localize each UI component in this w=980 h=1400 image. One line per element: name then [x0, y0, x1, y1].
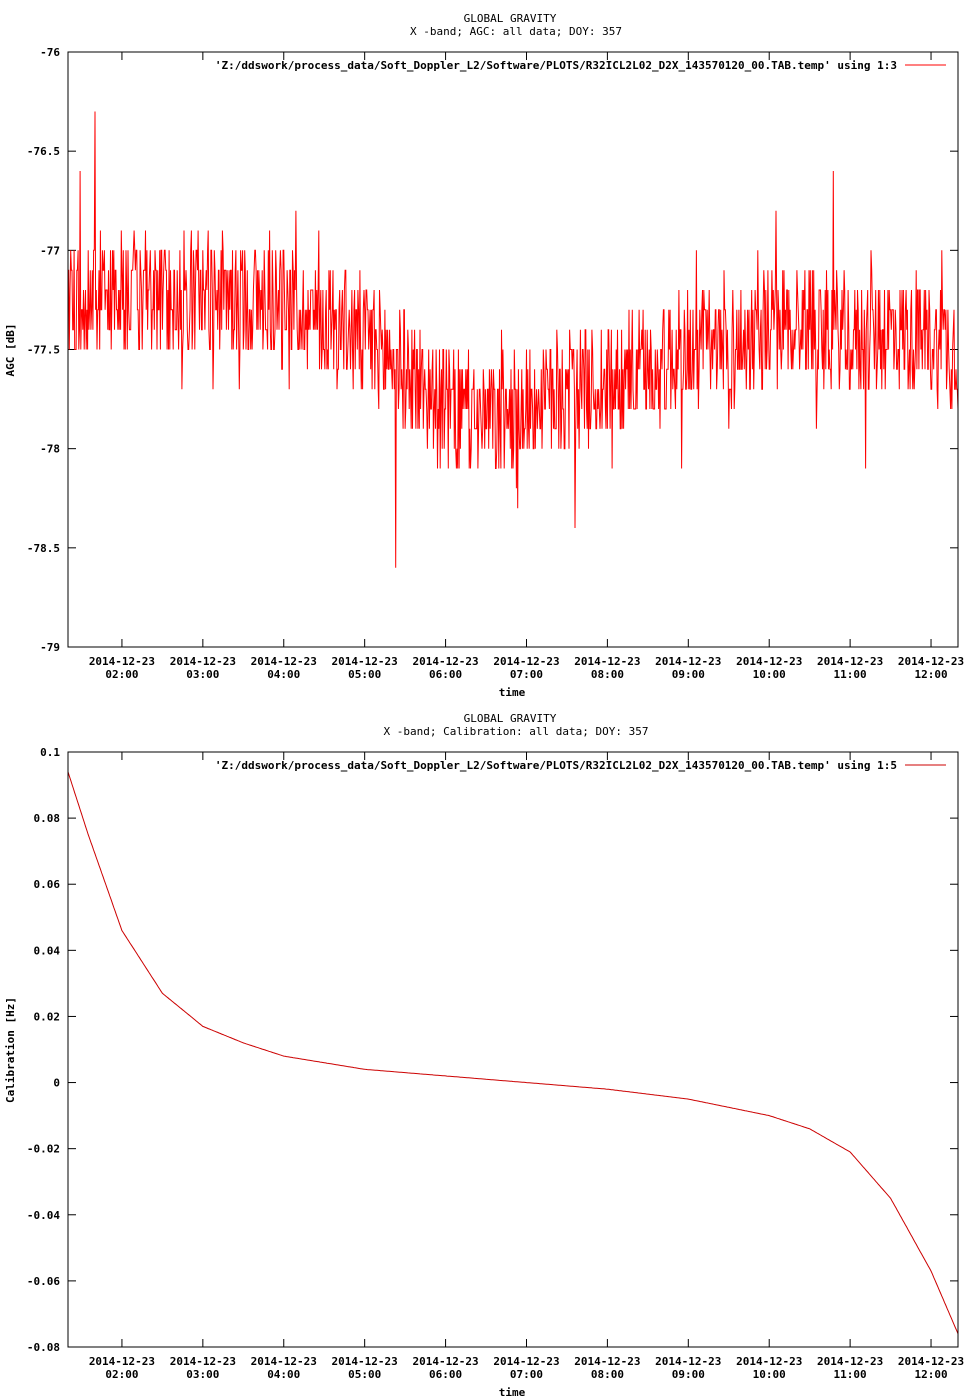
- x-tick-time: 06:00: [429, 1368, 462, 1381]
- y-tick-label: -77: [40, 244, 60, 257]
- y-tick-label: -79: [40, 641, 60, 654]
- x-tick-date: 2014-12-23: [89, 1355, 155, 1368]
- legend-label: 'Z:/ddswork/process_data/Soft_Doppler_L2…: [215, 759, 897, 772]
- x-tick-time: 11:00: [834, 668, 867, 681]
- x-tick-date: 2014-12-23: [251, 655, 317, 668]
- x-tick-time: 08:00: [591, 1368, 624, 1381]
- x-tick-date: 2014-12-23: [736, 1355, 802, 1368]
- x-tick-date: 2014-12-23: [898, 1355, 964, 1368]
- x-tick-time: 07:00: [510, 668, 543, 681]
- y-tick-label: -77.5: [27, 344, 60, 357]
- y-tick-label: -0.06: [27, 1275, 60, 1288]
- x-tick-date: 2014-12-23: [574, 655, 640, 668]
- y-tick-label: -76: [40, 46, 60, 59]
- x-tick-time: 04:00: [267, 668, 300, 681]
- x-tick-date: 2014-12-23: [170, 655, 236, 668]
- x-tick-time: 09:00: [672, 668, 705, 681]
- x-ticks: 2014-12-2302:002014-12-2303:002014-12-23…: [89, 52, 964, 681]
- y-tick-label: -78: [40, 443, 60, 456]
- plot-frame: [67, 751, 959, 1348]
- agc-chart: GLOBAL GRAVITY X -band; AGC: all data; D…: [4, 12, 964, 699]
- x-tick-date: 2014-12-23: [332, 655, 398, 668]
- y-ticks: 0.1 0.08 0.06 0.04 0.02 0 -0.02 -0.04 -0.06 -0.08: [27, 746, 958, 1354]
- x-tick-time: 11:00: [834, 1368, 867, 1381]
- x-tick-time: 03:00: [186, 668, 219, 681]
- y-tick-label: 0: [53, 1077, 60, 1090]
- plot-frame: [67, 51, 959, 648]
- x-tick-time: 07:00: [510, 1368, 543, 1381]
- y-tick-label: 0.04: [34, 944, 61, 957]
- x-tick-time: 12:00: [914, 668, 947, 681]
- x-tick-time: 04:00: [267, 1368, 300, 1381]
- x-tick-date: 2014-12-23: [655, 1355, 721, 1368]
- x-tick-date: 2014-12-23: [655, 655, 721, 668]
- calibration-series-line: [67, 771, 959, 1334]
- y-tick-label: 0.06: [34, 878, 61, 891]
- x-tick-time: 10:00: [753, 1368, 786, 1381]
- chart-title-line1: GLOBAL GRAVITY: [464, 712, 557, 725]
- x-tick-date: 2014-12-23: [332, 1355, 398, 1368]
- x-tick-date: 2014-12-23: [493, 655, 559, 668]
- x-tick-time: 10:00: [753, 668, 786, 681]
- y-tick-label: 0.02: [34, 1010, 61, 1023]
- calibration-chart: GLOBAL GRAVITY X -band; Calibration: all…: [4, 712, 964, 1399]
- y-tick-label: -0.02: [27, 1143, 60, 1156]
- x-tick-time: 06:00: [429, 668, 462, 681]
- x-tick-time: 03:00: [186, 1368, 219, 1381]
- x-tick-date: 2014-12-23: [89, 655, 155, 668]
- y-tick-label: -0.04: [27, 1209, 60, 1222]
- x-tick-date: 2014-12-23: [817, 655, 883, 668]
- chart-title-line2: X -band; Calibration: all data; DOY: 357: [384, 725, 649, 738]
- y-tick-label: -0.08: [27, 1341, 60, 1354]
- y-ticks: -76 -76.5 -77 -77.5 -78 -78.5 -79: [27, 46, 958, 654]
- x-tick-time: 08:00: [591, 668, 624, 681]
- x-tick-time: 02:00: [105, 668, 138, 681]
- agc-series-line: [68, 111, 959, 568]
- y-axis-label: AGC [dB]: [4, 324, 17, 377]
- x-tick-time: 05:00: [348, 1368, 381, 1381]
- x-ticks: 2014-12-2302:002014-12-2303:002014-12-23…: [89, 752, 964, 1381]
- y-tick-label: 0.1: [40, 746, 60, 759]
- x-tick-date: 2014-12-23: [251, 1355, 317, 1368]
- x-tick-time: 05:00: [348, 668, 381, 681]
- x-tick-time: 02:00: [105, 1368, 138, 1381]
- x-tick-date: 2014-12-23: [412, 655, 478, 668]
- x-tick-date: 2014-12-23: [574, 1355, 640, 1368]
- y-tick-label: 0.08: [34, 812, 61, 825]
- chart-title-line2: X -band; AGC: all data; DOY: 357: [410, 25, 622, 38]
- x-axis-label: time: [499, 1386, 526, 1399]
- x-tick-date: 2014-12-23: [898, 655, 964, 668]
- x-tick-date: 2014-12-23: [493, 1355, 559, 1368]
- x-tick-date: 2014-12-23: [412, 1355, 478, 1368]
- x-tick-time: 12:00: [914, 1368, 947, 1381]
- y-tick-label: -78.5: [27, 542, 60, 555]
- legend-label: 'Z:/ddswork/process_data/Soft_Doppler_L2…: [215, 59, 897, 72]
- chart-title-line1: GLOBAL GRAVITY: [464, 12, 557, 25]
- x-axis-label: time: [499, 686, 526, 699]
- y-axis-label: Calibration [Hz]: [4, 997, 17, 1103]
- x-tick-date: 2014-12-23: [170, 1355, 236, 1368]
- y-tick-label: -76.5: [27, 145, 60, 158]
- x-tick-date: 2014-12-23: [817, 1355, 883, 1368]
- x-tick-date: 2014-12-23: [736, 655, 802, 668]
- x-tick-time: 09:00: [672, 1368, 705, 1381]
